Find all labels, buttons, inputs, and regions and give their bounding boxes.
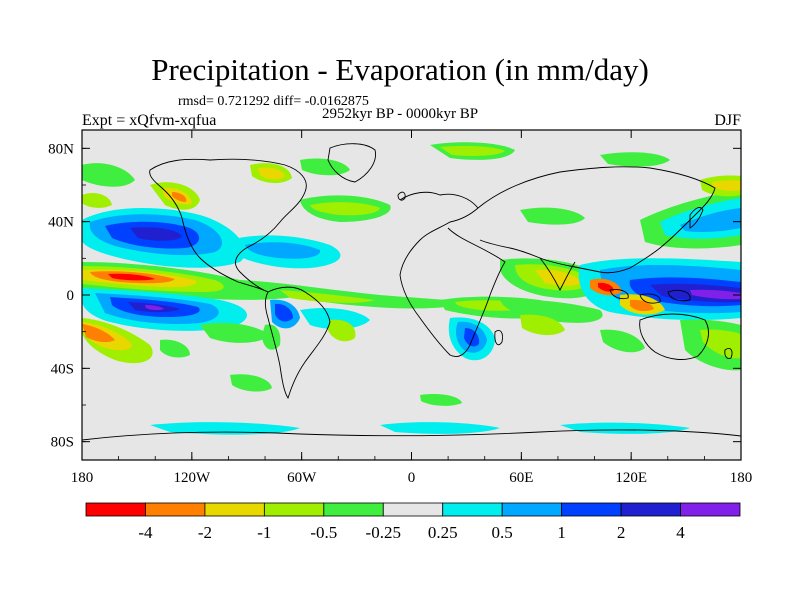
region-north-pacific xyxy=(82,208,246,268)
colorbar-swatch xyxy=(680,502,741,517)
colorbar-swatch xyxy=(263,502,325,517)
colorbar-swatch xyxy=(145,502,206,517)
lat-tick-label: 40S xyxy=(51,361,74,377)
region-south-pacific xyxy=(82,288,270,364)
region-indian-ocean xyxy=(440,258,603,361)
colorbar-label: -2 xyxy=(198,523,212,542)
colorbar-swatch xyxy=(204,502,265,517)
lon-tick-label: 60E xyxy=(509,470,533,486)
colorbar-swatch xyxy=(85,502,146,517)
stats-label: rmsd= 0.721292 diff= -0.0162875 xyxy=(178,94,369,109)
colorbar-swatch xyxy=(323,502,384,517)
longitude-axis: 180 120W 60W 0 60E 120E 180 xyxy=(71,130,753,486)
lon-tick-label: 120E xyxy=(615,470,647,486)
colorbar-label: -4 xyxy=(138,523,153,542)
lat-tick-label: 40N xyxy=(48,215,74,231)
colorbar-swatch xyxy=(382,502,444,517)
colorbar-swatch xyxy=(561,502,622,517)
colorbar-label: -1 xyxy=(257,523,271,542)
map-title: Precipitation - Evaporation (in mm/day) xyxy=(151,52,649,87)
colorbar-swatch xyxy=(501,502,563,517)
colorbar-label: 2 xyxy=(617,523,626,542)
region-southern-mid xyxy=(600,319,741,371)
coastlines xyxy=(82,143,741,441)
region-west-pacific xyxy=(578,258,741,320)
lat-tick-label: 80S xyxy=(51,435,74,451)
anomaly-field xyxy=(82,142,741,441)
region-high-latitudes xyxy=(82,142,741,435)
region-atlantic xyxy=(230,195,470,350)
colorbar-label: 0.5 xyxy=(492,523,513,542)
colorbar-swatch xyxy=(442,502,503,517)
region-northeast-pacific xyxy=(82,163,200,210)
colorbar-label: 4 xyxy=(676,523,685,542)
period-label: 2952kyr BP - 0000kyr BP xyxy=(322,106,479,122)
latitude-axis: 80N 40N 0 40S 80S xyxy=(48,141,741,451)
lon-tick-label: 180 xyxy=(71,470,94,486)
lon-tick-label: 120W xyxy=(173,470,211,486)
lon-tick-label: 60W xyxy=(287,470,317,486)
colorbar-label: -0.5 xyxy=(310,523,337,542)
lat-tick-label: 0 xyxy=(67,288,75,304)
colorbar: -4 -2 -1 -0.5 -0.25 0.25 0.5 1 2 4 xyxy=(85,502,741,542)
lat-tick-label: 80N xyxy=(48,141,74,157)
colorbar-label: 0.25 xyxy=(428,523,458,542)
lon-tick-label: 0 xyxy=(408,470,416,486)
lon-tick-label: 180 xyxy=(730,470,753,486)
colorbar-label: 1 xyxy=(557,523,566,542)
season-label: DJF xyxy=(714,112,741,129)
experiment-label: Expt = xQfvm-xqfua xyxy=(82,112,217,129)
colorbar-label: -0.25 xyxy=(366,523,401,542)
colorbar-swatch xyxy=(620,502,681,517)
